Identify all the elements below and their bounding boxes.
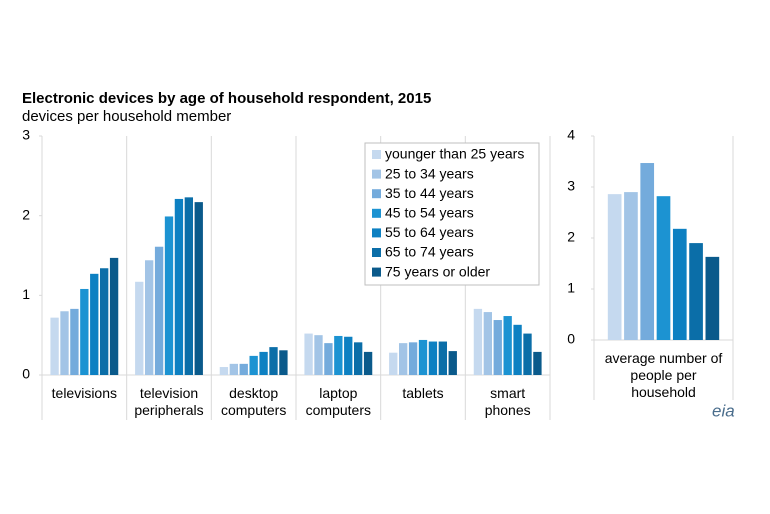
bar bbox=[184, 197, 194, 375]
y-tick-label: 2 bbox=[567, 229, 575, 245]
bar bbox=[229, 363, 238, 375]
bar bbox=[304, 333, 313, 375]
bar bbox=[314, 335, 323, 375]
bar bbox=[354, 342, 363, 375]
bar bbox=[624, 192, 638, 340]
bar bbox=[269, 347, 278, 375]
bar bbox=[259, 351, 268, 375]
bar bbox=[144, 260, 154, 375]
y-tick-label: 1 bbox=[567, 280, 575, 296]
legend-label: 75 years or older bbox=[385, 263, 490, 279]
legend-swatch bbox=[372, 248, 381, 257]
bar bbox=[164, 216, 174, 375]
legend-swatch bbox=[372, 169, 381, 179]
x-tick-label: television peripherals bbox=[134, 385, 204, 418]
bar bbox=[640, 163, 655, 340]
bar bbox=[389, 352, 398, 375]
bar bbox=[174, 198, 184, 375]
bar bbox=[70, 308, 79, 375]
bar bbox=[50, 317, 59, 375]
bar bbox=[607, 194, 622, 340]
legend-swatch bbox=[372, 189, 381, 199]
bar bbox=[428, 341, 438, 375]
bar bbox=[279, 350, 288, 375]
legend-swatch bbox=[372, 150, 381, 159]
bar bbox=[109, 257, 119, 375]
bar bbox=[60, 311, 69, 375]
bar bbox=[363, 351, 373, 375]
bar bbox=[705, 256, 720, 340]
bar bbox=[418, 339, 428, 375]
x-tick-label: televisions bbox=[51, 385, 118, 401]
bar bbox=[473, 308, 483, 375]
bar bbox=[344, 336, 353, 375]
bar bbox=[154, 246, 164, 375]
x-tick-label: smart phones bbox=[484, 385, 531, 418]
bar bbox=[249, 355, 258, 375]
y-tick-label: 3 bbox=[22, 127, 30, 143]
bar bbox=[219, 367, 229, 375]
x-tick-label: desktop computers bbox=[220, 385, 287, 418]
legend-box bbox=[364, 142, 540, 286]
bar bbox=[90, 273, 99, 375]
y-tick-label: 0 bbox=[567, 331, 575, 347]
bar bbox=[135, 281, 144, 375]
y-tick-label: 2 bbox=[22, 206, 30, 222]
bar bbox=[334, 335, 343, 375]
y-tick-label: 3 bbox=[567, 178, 575, 194]
legend-swatch bbox=[372, 267, 381, 277]
legend-label: 45 to 54 years bbox=[385, 205, 474, 221]
legend-swatch bbox=[372, 228, 381, 238]
x-tick-label: tablets bbox=[402, 385, 444, 401]
bar bbox=[493, 320, 502, 375]
legend-label: 65 to 74 years bbox=[385, 244, 474, 260]
bar bbox=[100, 268, 109, 375]
bar bbox=[656, 196, 671, 340]
bar bbox=[672, 228, 687, 340]
bar bbox=[689, 243, 703, 340]
bar bbox=[483, 312, 492, 375]
bar bbox=[503, 316, 512, 375]
bar bbox=[239, 363, 248, 375]
bar bbox=[523, 333, 532, 375]
legend-swatch bbox=[372, 208, 381, 218]
bar bbox=[408, 342, 418, 375]
bar bbox=[533, 351, 542, 375]
legend-label: younger than 25 years bbox=[385, 146, 524, 162]
bar bbox=[80, 288, 89, 375]
bar bbox=[324, 343, 333, 375]
logo: eia bbox=[712, 401, 735, 420]
x-tick-label: laptop computers bbox=[305, 385, 371, 418]
bar bbox=[398, 343, 408, 375]
bar bbox=[194, 202, 203, 375]
y-tick-label: 0 bbox=[22, 366, 30, 382]
legend-label: 35 to 44 years bbox=[385, 185, 474, 201]
y-tick-label: 4 bbox=[567, 127, 575, 143]
chart-title: Electronic devices by age of household r… bbox=[22, 90, 431, 107]
bar bbox=[513, 324, 522, 375]
y-tick-label: 1 bbox=[22, 286, 30, 302]
chart-subtitle: devices per household member bbox=[22, 108, 231, 125]
legend-label: 25 to 34 years bbox=[385, 165, 474, 181]
legend-label: 55 to 64 years bbox=[385, 224, 474, 240]
bar bbox=[438, 341, 448, 375]
bar bbox=[448, 351, 457, 375]
x-tick-label: average number of people per household bbox=[604, 350, 723, 400]
